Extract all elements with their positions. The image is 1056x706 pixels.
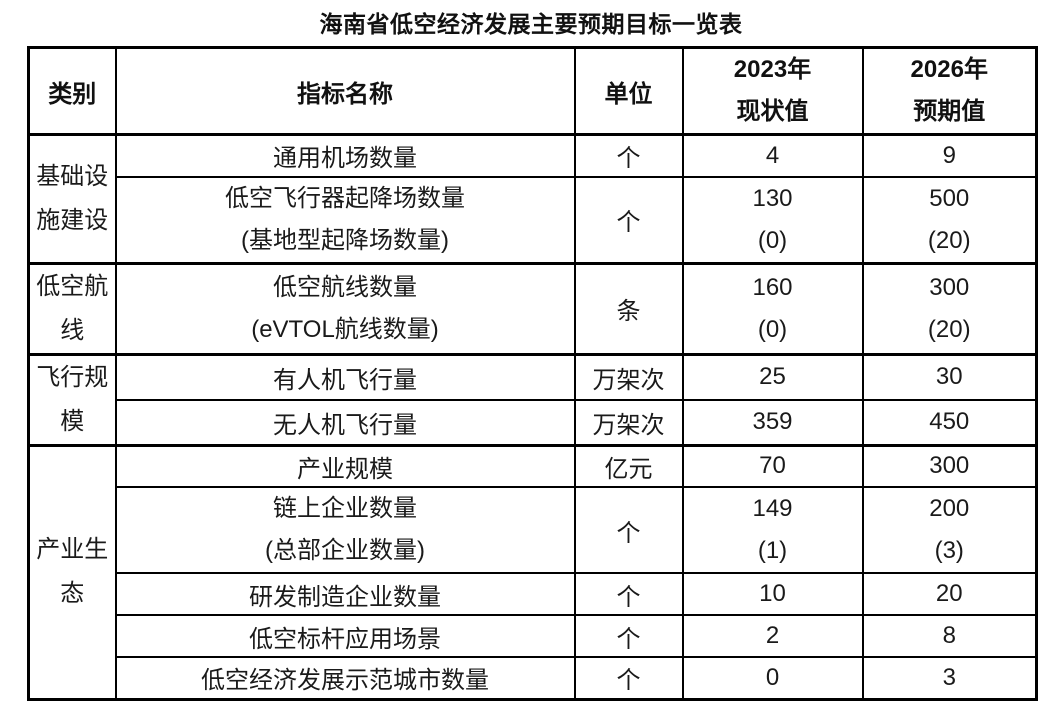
indicator-cell: 低空航线数量 (eVTOL航线数量) [114, 261, 576, 355]
value-2023-cell: 2 [681, 614, 864, 658]
table-row: 产业生态 产业规模 亿元 70 300 [27, 443, 1038, 700]
value-2023-cell: 25 [681, 352, 864, 401]
header-cell-indicator: 指标名称 [114, 46, 576, 136]
value-2026-cell: 8 [861, 614, 1038, 658]
value-2026-cell: 30 [861, 352, 1038, 401]
unit-cell: 个 [573, 133, 684, 178]
table-row: 基础设施建设 通用机场数量 个 4 9 [27, 133, 1038, 264]
page-title: 海南省低空经济发展主要预期目标一览表 [319, 11, 743, 37]
indicator-cell: 有人机飞行量 [114, 352, 576, 401]
value-2023-cell: 10 [681, 572, 864, 616]
indicator-cell: 无人机飞行量 [114, 398, 576, 446]
value-2026-cell: 200 (3) [861, 486, 1038, 574]
value-2026-line1: 300 [929, 273, 970, 301]
value-2023-cell: 70 [681, 443, 864, 488]
table-row: 低空航线 低空航线数量 (eVTOL航线数量) 条 160 (0) 300 (2… [27, 261, 1038, 355]
value-2026-line1: 500 [929, 184, 970, 212]
value-2026-cell: 20 [861, 572, 1038, 616]
unit-cell: 条 [573, 261, 684, 355]
value-2023-cell: 359 [681, 398, 864, 446]
value-2026-cell: 300 (20) [861, 261, 1038, 355]
header-cell-category: 类别 [27, 46, 117, 136]
indicator-cell: 产业规模 [114, 443, 576, 488]
value-2023-line1: 160 [752, 273, 793, 301]
indicator-cell: 低空经济发展示范城市数量 [114, 656, 576, 700]
category-cell: 飞行规模 [27, 352, 117, 446]
unit-cell: 个 [573, 572, 684, 616]
value-2023-cell: 160 (0) [681, 261, 864, 355]
value-2026-line1: 200 [929, 495, 970, 522]
unit-cell: 个 [573, 486, 684, 574]
unit-cell: 万架次 [573, 352, 684, 401]
indicator-line2: (基地型起降场数量) [241, 226, 449, 254]
unit-cell: 个 [573, 656, 684, 700]
value-2023-line1: 130 [752, 184, 793, 212]
value-2023-line2: (1) [757, 537, 788, 564]
value-2023-cell: 130 (0) [681, 175, 864, 264]
unit-cell: 个 [573, 175, 684, 264]
table-row: 飞行规模 有人机飞行量 万架次 25 30 [27, 352, 1038, 446]
targets-table: 类别 指标名称 单位 2023年 现状值 2026年 预期值 基础设施建设 通用… [27, 46, 1038, 701]
table-row: 低空飞行器起降场数量 (基地型起降场数量) 个 130 (0) 500 (20) [29, 175, 1038, 264]
value-2026-cell: 500 (20) [861, 175, 1038, 264]
value-2023-line2: (0) [757, 315, 788, 343]
category-cell: 产业生态 [27, 443, 117, 700]
value-2023-cell: 149 (1) [681, 486, 864, 574]
header-cell-2023: 2023年 现状值 [681, 46, 864, 136]
indicator-line1: 低空航线数量 [273, 273, 417, 301]
unit-cell: 万架次 [573, 398, 684, 446]
table-row: 低空标杆应用场景 个 2 8 [29, 614, 1038, 658]
table-row: 研发制造企业数量 个 10 20 [29, 572, 1038, 616]
unit-cell: 亿元 [573, 443, 684, 488]
value-2026-cell: 3 [861, 656, 1038, 700]
category-cell: 基础设施建设 [27, 133, 117, 264]
header-cell-2026: 2026年 预期值 [861, 46, 1038, 136]
header-2023-line2: 现状值 [736, 98, 809, 125]
table-row: 链上企业数量 (总部企业数量) 个 149 (1) 200 (3) [29, 486, 1038, 574]
value-2023-cell: 0 [681, 656, 864, 700]
indicator-cell: 链上企业数量 (总部企业数量) [114, 486, 576, 574]
value-2026-line2: (20) [927, 315, 971, 343]
indicator-cell: 研发制造企业数量 [114, 572, 576, 616]
header-2023-line1: 2023年 [733, 56, 812, 83]
table-header-row: 类别 指标名称 单位 2023年 现状值 2026年 预期值 [27, 46, 1038, 136]
table-row: 无人机飞行量 万架次 359 450 [29, 398, 1038, 446]
unit-cell: 个 [573, 614, 684, 658]
value-2026-line2: (20) [927, 226, 971, 254]
indicator-line2: (eVTOL航线数量) [251, 315, 439, 343]
indicator-line1: 低空飞行器起降场数量 [225, 184, 465, 212]
header-2026-line2: 预期值 [913, 98, 986, 125]
header-2026-line1: 2026年 [910, 56, 988, 83]
value-2026-cell: 300 [861, 443, 1038, 488]
indicator-cell: 通用机场数量 [114, 133, 576, 178]
value-2026-line2: (3) [934, 537, 964, 564]
header-cell-unit: 单位 [573, 46, 684, 136]
category-cell: 低空航线 [27, 261, 117, 355]
indicator-line1: 链上企业数量 [273, 495, 417, 522]
indicator-line2: (总部企业数量) [265, 537, 425, 564]
value-2023-cell: 4 [681, 133, 864, 178]
value-2023-line1: 149 [752, 495, 793, 522]
indicator-cell: 低空飞行器起降场数量 (基地型起降场数量) [114, 175, 576, 264]
value-2026-cell: 9 [861, 133, 1038, 178]
value-2023-line2: (0) [757, 226, 788, 254]
value-2026-cell: 450 [861, 398, 1038, 446]
table-row: 低空经济发展示范城市数量 个 0 3 [29, 656, 1038, 700]
indicator-cell: 低空标杆应用场景 [114, 614, 576, 658]
